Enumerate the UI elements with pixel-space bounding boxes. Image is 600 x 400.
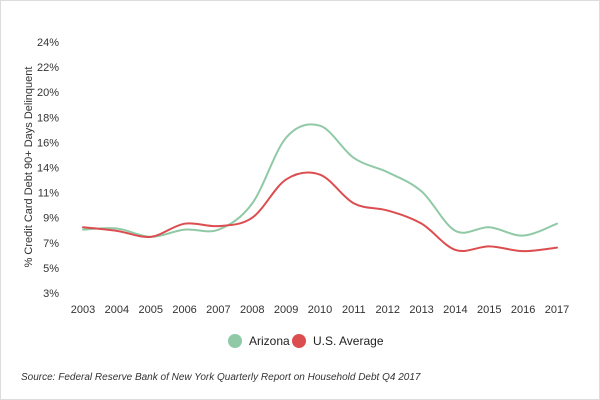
line-chart: % Credit Card Debt 90+ Days Delinquent 2… <box>23 37 569 348</box>
x-tick-label: 2004 <box>105 304 129 316</box>
source-note: Source: Federal Reserve Bank of New York… <box>21 372 421 383</box>
legend-label: Arizona <box>249 334 290 348</box>
legend-swatch <box>292 334 306 348</box>
series-line-arizona <box>82 123 558 238</box>
legend-label: U.S. Average <box>313 334 384 348</box>
x-tick-label: 2012 <box>375 304 399 316</box>
x-tick-label: 2007 <box>206 304 230 316</box>
y-tick-label: 24% <box>37 37 59 49</box>
x-tick-label: 2017 <box>545 304 569 316</box>
x-axis-ticks: 2003 2004 2005 2006 2007 2008 2009 2010 2011 2012… <box>71 304 569 316</box>
y-tick-label: 9% <box>43 213 59 225</box>
x-tick-label: 2009 <box>274 304 298 316</box>
x-tick-label: 2013 <box>409 304 433 316</box>
x-tick-label: 2015 <box>477 304 501 316</box>
y-tick-label: 18% <box>37 112 59 124</box>
y-tick-label: 5% <box>43 263 59 275</box>
series-lines <box>82 123 558 253</box>
y-tick-label: 22% <box>37 62 59 74</box>
x-tick-label: 2006 <box>172 304 196 316</box>
x-tick-label: 2008 <box>240 304 264 316</box>
y-tick-label: 16% <box>37 137 59 149</box>
x-tick-label: 2005 <box>138 304 162 316</box>
y-axis-ticks: 24% 22% 20% 18% 16% 14% 11% 9% 7% 5% 3% <box>37 37 59 300</box>
x-tick-label: 2014 <box>443 304 467 316</box>
legend: Arizona U.S. Average <box>228 334 384 348</box>
y-axis-label: % Credit Card Debt 90+ Days Delinquent <box>23 67 35 268</box>
y-tick-label: 11% <box>38 188 59 200</box>
y-tick-label: 7% <box>43 238 59 250</box>
y-tick-label: 3% <box>43 288 59 300</box>
legend-item: U.S. Average <box>292 334 384 348</box>
x-tick-label: 2003 <box>71 304 95 316</box>
y-tick-label: 14% <box>37 163 59 175</box>
x-tick-label: 2016 <box>511 304 535 316</box>
y-tick-label: 20% <box>37 87 59 99</box>
legend-item: Arizona <box>228 334 290 348</box>
x-tick-label: 2010 <box>308 304 332 316</box>
legend-swatch <box>228 334 242 348</box>
x-tick-label: 2011 <box>342 304 366 316</box>
series-line-us-average <box>82 171 558 253</box>
